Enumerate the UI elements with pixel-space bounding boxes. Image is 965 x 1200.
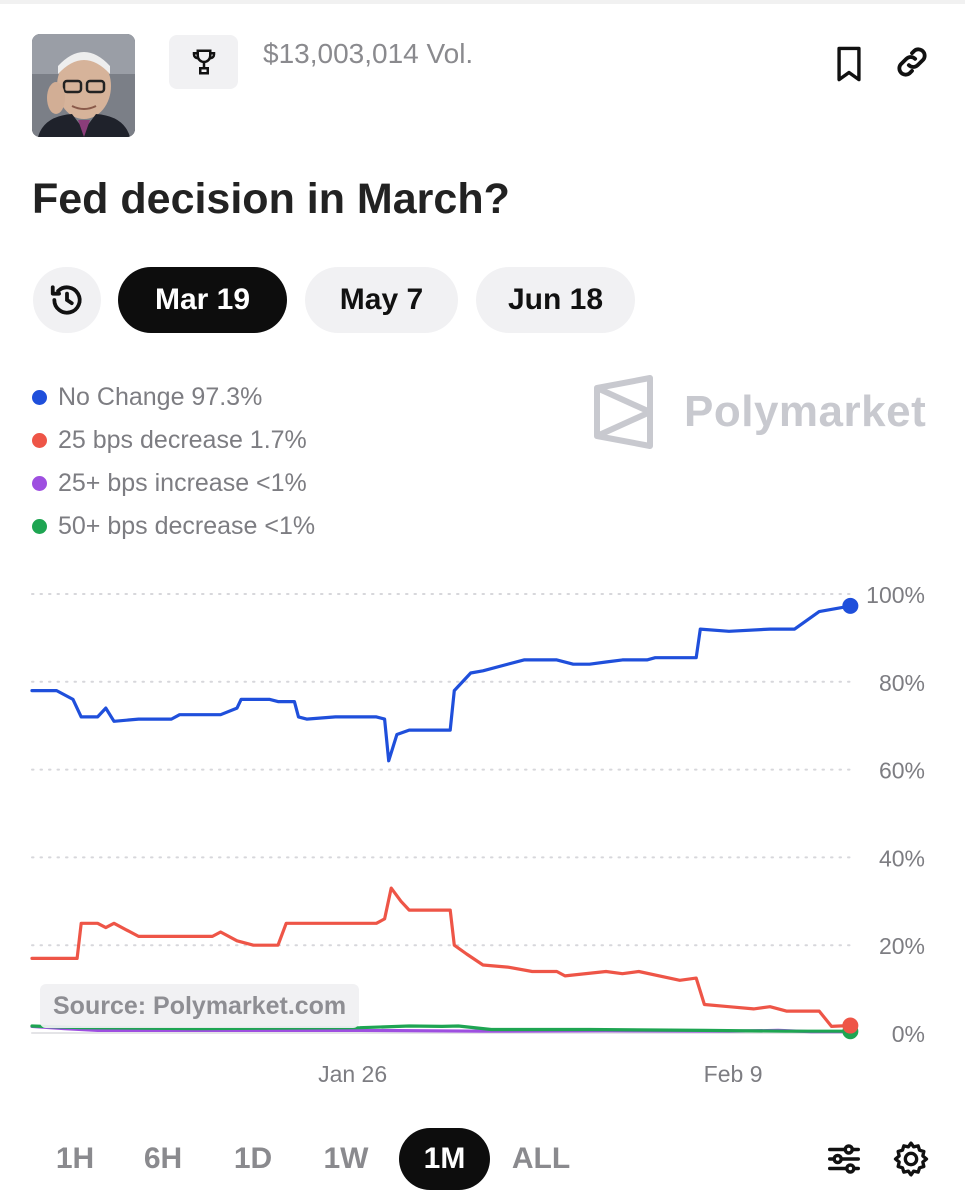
range-1m[interactable]: 1M bbox=[399, 1128, 490, 1190]
x-tick-label: Jan 26 bbox=[318, 1061, 387, 1087]
link-icon bbox=[897, 47, 927, 77]
chart-filters-button[interactable] bbox=[824, 1139, 864, 1179]
y-axis: 100% 80% 60% 40% 20% 0% bbox=[866, 582, 925, 1047]
bookmark-button[interactable] bbox=[829, 44, 869, 84]
date-tab-jun-18[interactable]: Jun 18 bbox=[476, 267, 635, 333]
trophy-icon bbox=[192, 49, 215, 75]
series-endpoint bbox=[842, 1017, 859, 1034]
legend-dot-icon bbox=[32, 433, 47, 448]
range-1h[interactable]: 1H bbox=[55, 1142, 95, 1175]
market-volume: $13,003,014 Vol. bbox=[263, 38, 474, 69]
brand-name: Polymarket bbox=[684, 387, 927, 436]
gear-icon bbox=[893, 1141, 929, 1177]
legend-label: 50+ bps decrease <1% bbox=[58, 512, 316, 540]
legend-item-no-change: No Change 97.3% bbox=[32, 376, 315, 419]
polymarket-logo-icon bbox=[594, 375, 653, 449]
top-divider bbox=[0, 0, 965, 4]
date-tab-mar-19[interactable]: Mar 19 bbox=[118, 267, 287, 333]
series-line-50-bps-decrease bbox=[30, 1024, 852, 1033]
range-1w[interactable]: 1W bbox=[323, 1142, 369, 1175]
legend-label: 25+ bps increase <1% bbox=[58, 469, 307, 497]
x-axis: Jan 26 Feb 9 bbox=[318, 1061, 762, 1087]
chart-legend: No Change 97.3% 25 bps decrease 1.7% 25+… bbox=[32, 376, 315, 548]
source-label: Source: Polymarket.com bbox=[40, 984, 360, 1028]
polymarket-watermark: Polymarket bbox=[592, 374, 926, 450]
series-line-no-change bbox=[30, 604, 852, 763]
legend-item-25bps-decrease: 25 bps decrease 1.7% bbox=[32, 419, 315, 462]
portrait-image bbox=[32, 34, 135, 137]
chart-grid bbox=[31, 593, 856, 1034]
legend-dot-icon bbox=[32, 390, 47, 405]
bookmark-icon bbox=[837, 46, 861, 82]
chart-series bbox=[30, 597, 859, 1040]
market-avatar bbox=[32, 34, 135, 137]
market-title: Fed decision in March? bbox=[32, 175, 510, 223]
probability-chart[interactable]: 100% 80% 60% 40% 20% 0% Jan 26 Feb 9 bbox=[0, 570, 965, 1100]
range-6h[interactable]: 6H bbox=[143, 1142, 183, 1175]
history-button[interactable] bbox=[33, 267, 101, 333]
y-tick-label: 100% bbox=[866, 582, 925, 608]
chart-settings-button[interactable] bbox=[891, 1139, 931, 1179]
legend-dot-icon bbox=[32, 519, 47, 534]
y-tick-label: 60% bbox=[879, 758, 925, 784]
legend-label: No Change 97.3% bbox=[58, 383, 263, 411]
series-line-25-bps-decrease bbox=[30, 886, 852, 1028]
series-endpoint bbox=[842, 597, 859, 614]
history-icon bbox=[50, 285, 82, 315]
x-tick-label: Feb 9 bbox=[704, 1061, 763, 1087]
legend-label: 25 bps decrease 1.7% bbox=[58, 426, 307, 454]
range-all[interactable]: ALL bbox=[511, 1142, 571, 1175]
copy-link-button[interactable] bbox=[892, 42, 932, 82]
legend-dot-icon bbox=[32, 476, 47, 491]
y-tick-label: 40% bbox=[879, 845, 925, 871]
y-tick-label: 0% bbox=[892, 1021, 925, 1047]
trophy-button[interactable] bbox=[169, 35, 238, 89]
legend-item-25bps-increase: 25+ bps increase <1% bbox=[32, 462, 315, 505]
legend-item-50bps-decrease: 50+ bps decrease <1% bbox=[32, 505, 315, 548]
sliders-icon bbox=[828, 1144, 860, 1174]
range-1d[interactable]: 1D bbox=[233, 1142, 273, 1175]
y-tick-label: 80% bbox=[879, 670, 925, 696]
y-tick-label: 20% bbox=[879, 933, 925, 959]
date-tab-may-7[interactable]: May 7 bbox=[305, 267, 458, 333]
